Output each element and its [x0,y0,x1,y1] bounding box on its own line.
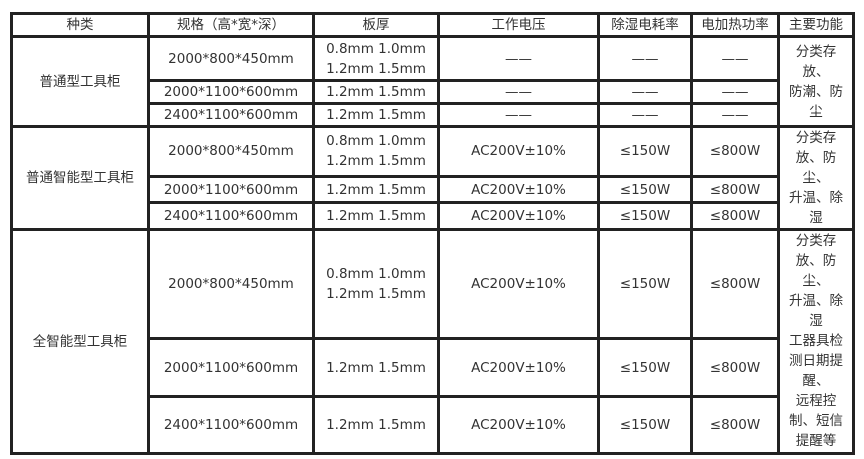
spec-cell: 2400*1100*600mm [147,395,315,455]
voltage-cell: AC200V±10% [437,395,600,455]
thickness-cell: 1.2mm 1.5mm [312,174,440,205]
heating-power-cell: ≤800W [690,174,780,205]
header-spec: 规格（高*宽*深） [147,12,315,38]
cabinet-type: 普通型工具柜 [10,35,150,128]
voltage-cell: AC200V±10% [437,125,600,178]
voltage-cell: AC200V±10% [437,201,600,231]
cabinet-spec-table: 种类 规格（高*宽*深） 板厚 工作电压 除湿电耗率 电加热功率 主要功能 普通… [10,12,855,455]
dehumid-power-cell: ≤150W [597,395,693,455]
spec-cell: 2400*1100*600mm [147,201,315,231]
spec-cell: 2000*800*450mm [147,35,315,82]
spec-cell: 2000*1100*600mm [147,337,315,398]
dehumid-power-cell: ≤150W [597,201,693,231]
table-row: 普通型工具柜 2000*800*450mm 0.8mm 1.0mm 1.2mm 1.… [10,35,855,128]
voltage-cell: AC200V±10% [437,337,600,398]
table-row: 2000*1100*600mm 1.2mm 1.5mm AC200V±10% ≤150… [12,174,854,205]
header-heating: 电加热功率 [690,12,780,38]
header-dehumid: 除湿电耗率 [597,12,693,38]
header-voltage: 工作电压 [437,12,600,38]
spec-cell: 2000*800*450mm [147,228,315,340]
table-row: 2400*1100*600mm 1.2mm 1.5mm —— —— —— [12,102,854,128]
voltage-cell: —— [437,102,600,128]
thickness-cell: 1.2mm 1.5mm [312,395,440,455]
header-row: 种类 规格（高*宽*深） 板厚 工作电压 除湿电耗率 电加热功率 主要功能 [10,12,855,38]
thickness-cell: 0.8mm 1.0mm 1.2mm 1.5mm [312,125,440,178]
thickness-cell: 1.2mm 1.5mm [312,337,440,398]
dehumid-power-cell: —— [597,79,693,105]
voltage-cell: —— [437,35,600,82]
voltage-cell: —— [437,79,600,105]
heating-power-cell: —— [690,79,780,105]
dehumid-power-cell: ≤150W [597,337,693,398]
spec-cell: 2000*1100*600mm [147,79,315,105]
voltage-cell: AC200V±10% [437,174,600,205]
voltage-cell: AC200V±10% [437,228,600,340]
thickness-cell: 0.8mm 1.0mm 1.2mm 1.5mm [312,35,440,82]
thickness-cell: 0.8mm 1.0mm 1.2mm 1.5mm [312,228,440,340]
cabinet-type: 全智能型工具柜 [10,228,150,455]
dehumid-power-cell: —— [597,102,693,128]
dehumid-power-cell: ≤150W [597,125,693,178]
thickness-cell: 1.2mm 1.5mm [312,201,440,231]
table-row: 2400*1100*600mm 1.2mm 1.5mm AC200V±10% ≤150… [12,395,854,455]
function-cell: 分类存 放、 防潮、防 尘 [777,35,855,128]
heating-power-cell: ≤800W [690,395,780,455]
header-thickness: 板厚 [312,12,440,38]
table-row: 2400*1100*600mm 1.2mm 1.5mm AC200V±10% ≤150… [12,201,854,231]
dehumid-power-cell: —— [597,35,693,82]
spec-cell: 2000*1100*600mm [147,174,315,205]
thickness-cell: 1.2mm 1.5mm [312,79,440,105]
cabinet-type: 普通智能型工具柜 [10,125,150,231]
dehumid-power-cell: ≤150W [597,174,693,205]
spec-cell: 2000*800*450mm [147,125,315,178]
header-function: 主要功能 [777,12,855,38]
header-type: 种类 [10,12,150,38]
function-cell: 分类存 放、防 尘、 升温、除 湿 [777,125,855,231]
heating-power-cell: ≤800W [690,125,780,178]
table-row: 2000*1100*600mm 1.2mm 1.5mm —— —— —— [12,79,854,105]
table-row: 普通智能型工具柜 2000*800*450mm 0.8mm 1.0mm 1.2mm … [10,125,855,231]
function-cell: 分类存 放、防 尘、 升温、除 湿 工器具检 测日期提 醒、 远程控 制、短信 … [777,228,855,455]
heating-power-cell: ≤800W [690,337,780,398]
thickness-cell: 1.2mm 1.5mm [312,102,440,128]
heating-power-cell: ≤800W [690,228,780,340]
dehumid-power-cell: ≤150W [597,228,693,340]
table-row: 全智能型工具柜 2000*800*450mm 0.8mm 1.0mm 1.2mm 1… [10,228,855,455]
heating-power-cell: —— [690,35,780,82]
heating-power-cell: ≤800W [690,201,780,231]
table-row: 2000*1100*600mm 1.2mm 1.5mm AC200V±10% ≤150… [12,337,854,398]
spec-cell: 2400*1100*600mm [147,102,315,128]
heating-power-cell: —— [690,102,780,128]
